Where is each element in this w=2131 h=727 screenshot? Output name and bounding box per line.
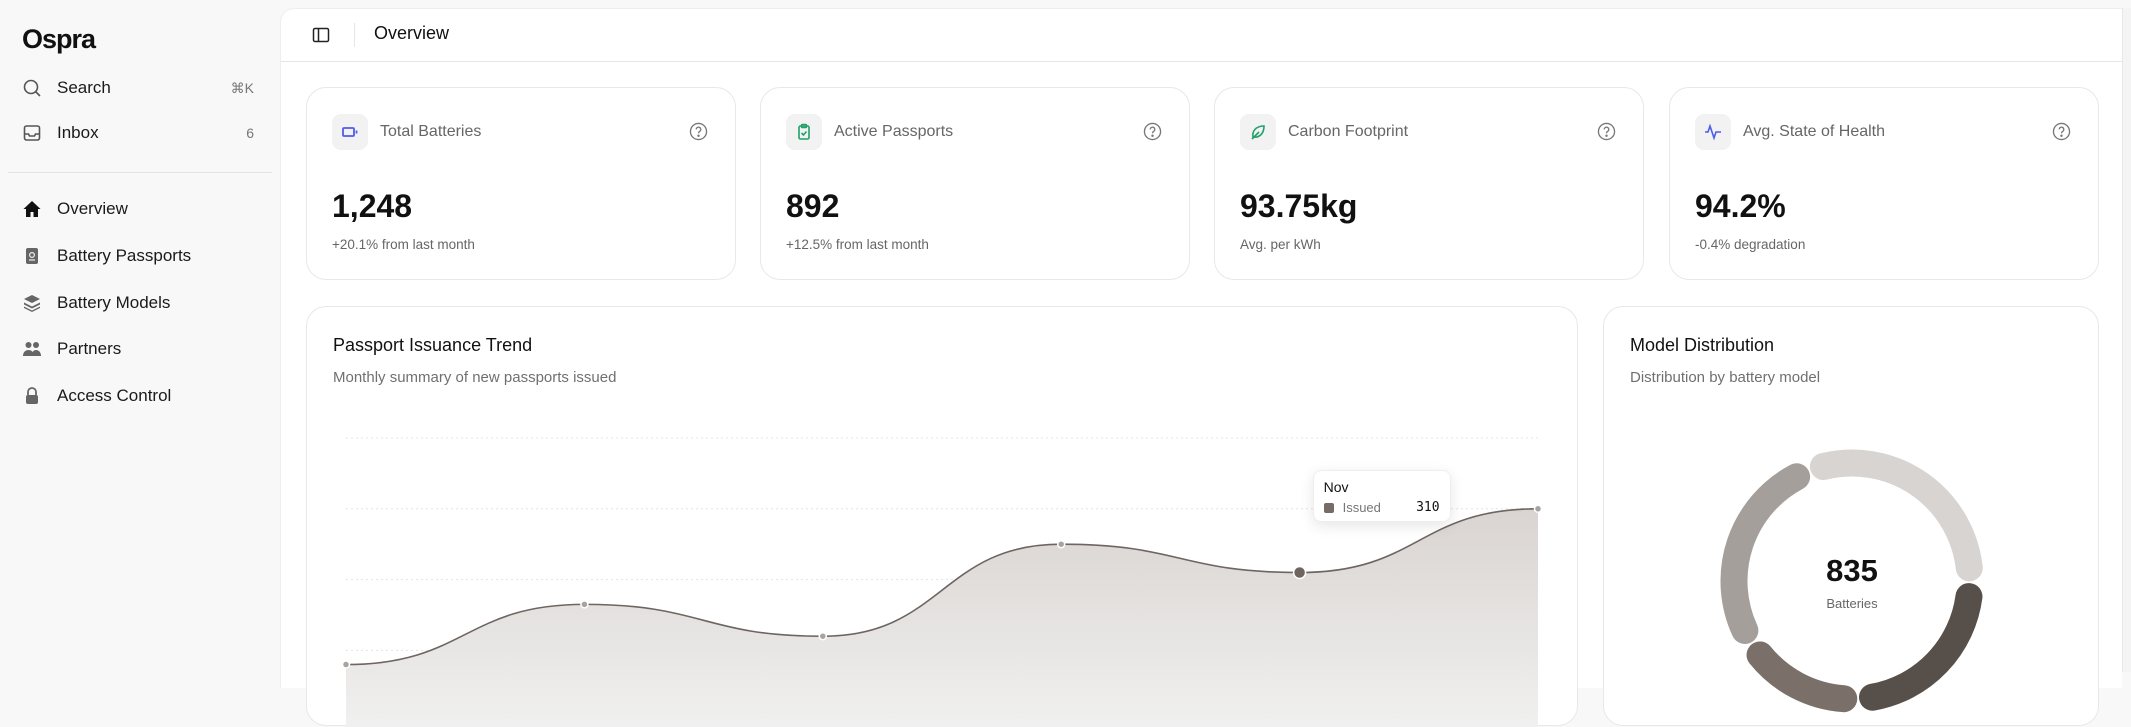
data-point[interactable] xyxy=(818,631,828,641)
trend-card: Passport Issuance Trend Monthly summary … xyxy=(306,306,1578,727)
header-divider xyxy=(354,23,355,47)
icon-box xyxy=(332,114,368,150)
tooltip-swatch xyxy=(1323,502,1334,513)
card-subtitle: Distribution by battery model xyxy=(1630,369,1821,386)
stat-label: Avg. State of Health xyxy=(1743,123,1886,140)
icon-box xyxy=(1695,114,1731,150)
data-point[interactable] xyxy=(1533,504,1543,514)
sidebar-item-inbox[interactable]: Inbox 6 xyxy=(22,116,254,150)
stat-label: Carbon Footprint xyxy=(1288,123,1409,140)
sidebar-item-label: Overview xyxy=(57,199,128,218)
inbox-label: Inbox xyxy=(57,123,99,142)
search-button[interactable]: Search ⌘K xyxy=(22,71,254,105)
stat-card-state-of-health: Avg. State of Health 94.2% -0.4% degrada… xyxy=(1669,87,2099,280)
help-icon[interactable] xyxy=(689,122,708,141)
stat-value: 94.2% xyxy=(1695,188,1786,224)
leaf-icon xyxy=(1251,125,1265,140)
sidebar: Ospra Search ⌘K Inbox 6 Overview Battery… xyxy=(0,0,280,672)
scrollbar[interactable] xyxy=(2122,8,2131,672)
users-icon xyxy=(23,342,41,356)
layers-icon xyxy=(24,295,40,312)
sidebar-item-battery-passports[interactable]: Battery Passports xyxy=(22,239,254,273)
stat-value: 892 xyxy=(786,188,840,224)
lock-icon xyxy=(26,387,38,404)
stat-subtext: Avg. per kWh xyxy=(1240,237,1321,252)
stat-label: Active Passports xyxy=(834,123,954,140)
sidebar-item-label: Access Control xyxy=(57,386,172,405)
donut-segment[interactable] xyxy=(1746,641,1858,713)
donut-total-label: Batteries xyxy=(1826,596,1878,611)
card-title: Model Distribution xyxy=(1630,335,1775,355)
data-point[interactable] xyxy=(580,600,589,609)
home-icon xyxy=(23,201,41,217)
stat-value: 93.75kg xyxy=(1240,188,1358,224)
stat-card-active-passports: Active Passports 892 +12.5% from last mo… xyxy=(760,87,1190,280)
page-title: Overview xyxy=(374,23,450,43)
donut-segment[interactable] xyxy=(1720,463,1811,644)
inbox-icon xyxy=(23,125,41,141)
stat-label: Total Batteries xyxy=(380,123,482,140)
donut-segment[interactable] xyxy=(1858,583,1983,711)
inbox-count: 6 xyxy=(246,125,254,141)
sidebar-item-label: Battery Models xyxy=(57,293,171,312)
search-shortcut: ⌘K xyxy=(230,79,254,96)
sidebar-item-label: Partners xyxy=(57,339,122,358)
series-line xyxy=(345,508,1539,666)
sidebar-item-label: Battery Passports xyxy=(57,246,192,265)
donut-total: 835 xyxy=(1826,553,1878,588)
sidebar-toggle-icon[interactable] xyxy=(311,25,331,45)
help-icon[interactable] xyxy=(1597,122,1616,141)
distribution-card: Model Distribution Distribution by batte… xyxy=(1603,306,2099,726)
icon-box xyxy=(1240,114,1276,150)
main-panel: Overview Total Batteries 1,248 +20.1% fr… xyxy=(280,8,2122,727)
stat-value: 1,248 xyxy=(332,188,413,224)
stat-card-total-batteries: Total Batteries 1,248 +20.1% from last m… xyxy=(306,87,736,280)
card-title: Passport Issuance Trend xyxy=(333,335,533,355)
help-icon[interactable] xyxy=(1143,122,1162,141)
stat-subtext: +12.5% from last month xyxy=(786,237,929,252)
help-icon[interactable] xyxy=(2052,122,2071,141)
tooltip-month: Nov xyxy=(1323,478,1349,495)
donut-segment[interactable] xyxy=(1809,449,1983,582)
data-point[interactable] xyxy=(341,660,351,669)
card-subtitle: Monthly summary of new passports issued xyxy=(333,369,617,386)
stat-subtext: +20.1% from last month xyxy=(332,237,475,252)
clipboard-check-icon xyxy=(798,123,810,140)
tooltip-value: 310 xyxy=(1416,499,1440,515)
sidebar-item-overview[interactable]: Overview xyxy=(22,192,254,226)
donut-chart[interactable] xyxy=(1604,307,2100,727)
sidebar-item-partners[interactable]: Partners xyxy=(22,332,254,366)
passport-icon xyxy=(26,248,38,264)
sidebar-item-access-control[interactable]: Access Control xyxy=(22,379,254,413)
logo: Ospra xyxy=(22,24,96,54)
search-icon xyxy=(23,79,41,97)
data-point[interactable] xyxy=(1292,565,1307,580)
header: Overview xyxy=(281,9,2122,62)
stat-subtext: -0.4% degradation xyxy=(1695,237,1806,252)
stat-card-carbon-footprint: Carbon Footprint 93.75kg Avg. per kWh xyxy=(1214,87,1644,280)
sidebar-divider xyxy=(8,172,272,173)
tooltip-series: Issued xyxy=(1342,499,1381,515)
icon-box xyxy=(786,114,822,150)
area-fill xyxy=(346,508,1538,727)
sidebar-item-battery-models[interactable]: Battery Models xyxy=(22,286,254,320)
search-label: Search xyxy=(57,78,111,97)
data-point[interactable] xyxy=(1056,539,1066,549)
battery-icon xyxy=(342,127,358,137)
activity-icon xyxy=(1705,123,1721,141)
chart-tooltip: Nov Issued 310 xyxy=(1312,469,1451,522)
